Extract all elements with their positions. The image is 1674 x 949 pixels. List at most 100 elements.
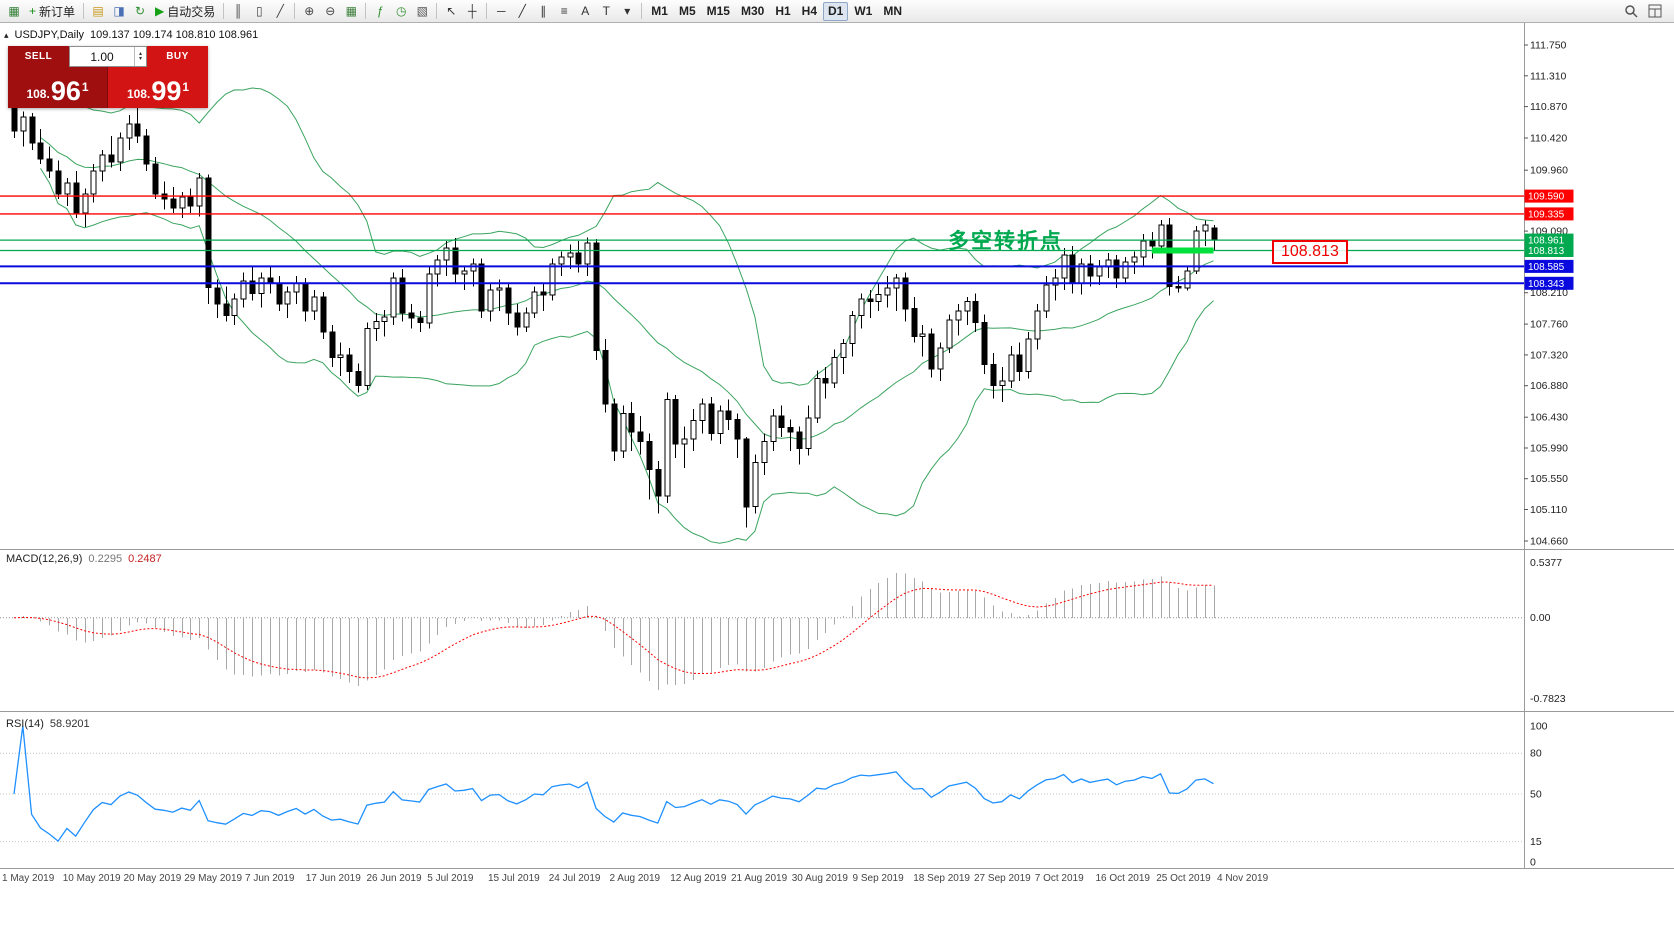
- zoom-in-icon[interactable]: ⊕: [299, 2, 319, 21]
- zoom-out-icon[interactable]: ⊖: [320, 2, 340, 21]
- price-tick-label: 111.310: [1530, 70, 1567, 82]
- price-axis[interactable]: 111.750111.310110.870110.420109.960109.0…: [1524, 23, 1574, 550]
- toolbar-groups: ▦ + 新订单 ▤ ◨ ↻ ▶ 自动交易 ║ ▯ ╱ ⊕ ⊖ ▦ ƒ ◷ ▧ ↖ ┼ ─ ╱ ∥ ≡ A T ▾ M1 M5 M15 M3…: [4, 0, 1620, 22]
- price-tag-label: 108.585: [1528, 262, 1565, 273]
- hline-tool-icon[interactable]: ─: [491, 2, 511, 21]
- price-tick-label: 105.550: [1530, 473, 1568, 485]
- price-tag: [1524, 233, 1574, 247]
- sell-price[interactable]: 108. 96 1: [8, 67, 108, 108]
- toolbar-right: [1620, 2, 1670, 21]
- time-axis-label: 17 Jun 2019: [305, 873, 361, 884]
- profiles-icon[interactable]: ◨: [109, 2, 129, 21]
- fibonacci-tool-icon[interactable]: ≡: [554, 2, 574, 21]
- trendline-tool-icon[interactable]: ╱: [512, 2, 532, 21]
- support-highlight-band[interactable]: [1151, 247, 1214, 254]
- macd-axis-label: -0.7823: [1530, 693, 1566, 705]
- cursor-icon[interactable]: ↖: [441, 2, 461, 21]
- templates-icon: ▧: [416, 4, 428, 18]
- timeframe-m15-button[interactable]: M15: [702, 2, 735, 21]
- chart-window: 111.750 111.310 110.870 110.420 109.960 109.0…: [0, 23, 1674, 949]
- data-window-icon[interactable]: [1644, 2, 1666, 21]
- timeframe-h1-button[interactable]: H1: [770, 2, 795, 21]
- sell-price-prefix: 108.: [26, 87, 50, 101]
- timeframe-m1-button[interactable]: M1: [646, 2, 673, 21]
- timeframe-d1-button[interactable]: D1: [823, 1, 849, 21]
- price-tick-label: 105.110: [1530, 504, 1567, 516]
- templates-icon[interactable]: ▧: [412, 2, 432, 21]
- timeframe-w1-button[interactable]: W1: [849, 2, 877, 21]
- ohlc-values: 109.137 109.174 108.810 108.961: [90, 29, 259, 41]
- time-axis-label: 2 Aug 2019: [609, 873, 661, 884]
- rsi-indicator-panel[interactable]: 100 80 50 15 0: [0, 712, 1674, 869]
- price-tick-label: 110.420: [1530, 133, 1567, 145]
- price-tick-label: 111.750: [1530, 40, 1567, 52]
- chart-window-icon[interactable]: ▤: [88, 2, 108, 21]
- time-axis-label: 9 Sep 2019: [852, 873, 904, 884]
- horizontal-level-lines[interactable]: [0, 195, 1524, 285]
- timeframe-h4-button-label: H4: [801, 4, 817, 18]
- crosshair-icon[interactable]: ┼: [462, 2, 482, 21]
- macd-axis-label: 0.5377: [1530, 557, 1562, 569]
- periods-icon: ◷: [396, 4, 407, 18]
- timeframe-mn-button-label: MN: [883, 4, 903, 18]
- volume-input[interactable]: 1.00 ▴ ▾: [69, 46, 147, 67]
- timeframe-m5-button[interactable]: M5: [674, 2, 701, 21]
- time-axis-label: 1 May 2019: [2, 873, 55, 884]
- trendline-tool-icon: ╱: [518, 4, 526, 18]
- bars-chart-icon[interactable]: ║: [228, 2, 248, 21]
- sell-price-pip: 1: [81, 80, 89, 94]
- toolbar-separator: [641, 3, 643, 19]
- time-axis-label: 24 Jul 2019: [548, 873, 601, 884]
- candles-layer: [11, 103, 1218, 528]
- time-axis-label: 20 May 2019: [123, 873, 182, 884]
- search-icon[interactable]: [1620, 2, 1642, 21]
- app-icon[interactable]: ▦: [4, 2, 24, 21]
- price-callout-box[interactable]: 108.813: [1272, 240, 1348, 264]
- spinner-up-icon[interactable]: ▴: [138, 50, 142, 57]
- timeframe-m30-button-label: M30: [740, 4, 765, 18]
- channel-tool-icon[interactable]: ∥: [533, 2, 553, 21]
- price-tag-label: 109.590: [1528, 192, 1565, 203]
- one-click-trading-panel: SELL 1.00 ▴ ▾ BUY 108. 96 1 108. 99 1: [8, 46, 208, 108]
- sell-button[interactable]: SELL: [8, 46, 69, 67]
- timeframe-m30-button[interactable]: M30: [736, 2, 769, 21]
- main-toolbar: ▦ + 新订单 ▤ ◨ ↻ ▶ 自动交易 ║ ▯ ╱ ⊕ ⊖ ▦ ƒ ◷ ▧ ↖ ┼ ─ ╱ ∥ ≡ A T ▾ M1 M5 M15 M3…: [0, 0, 1674, 23]
- time-axis[interactable]: 1 May 2019 10 May 2019 20 May 2019 29 May 2…: [0, 869, 1674, 893]
- arrow-tools-icon[interactable]: ▾: [617, 2, 637, 21]
- turning-point-annotation[interactable]: 多空转折点: [948, 230, 1063, 253]
- indicators-icon[interactable]: ƒ: [370, 2, 390, 21]
- line-chart-icon: ╱: [276, 4, 284, 18]
- price-tick-label: 109.960: [1530, 165, 1568, 177]
- rsi-axis[interactable]: 100 80 50 15 0: [1524, 712, 1548, 869]
- macd-label: MACD(12,26,9) 0.2295 0.2487: [6, 553, 162, 565]
- refresh-icon[interactable]: ↻: [130, 2, 150, 21]
- time-axis-label: 7 Jun 2019: [245, 873, 295, 884]
- rsi-axis-label: 50: [1530, 789, 1542, 801]
- volume-value: 1.00: [90, 49, 114, 64]
- periods-icon[interactable]: ◷: [391, 2, 411, 21]
- main-price-chart[interactable]: 111.750111.310110.870110.420109.960109.0…: [0, 23, 1674, 550]
- autotrade-icon: ▶: [155, 4, 165, 18]
- timeframe-mn-button[interactable]: MN: [878, 2, 907, 21]
- macd-indicator-panel[interactable]: 0.5377 0.00 -0.7823: [0, 550, 1674, 712]
- toolbar-separator: [436, 3, 438, 19]
- candlestick-chart-icon[interactable]: ▯: [249, 2, 269, 21]
- text-tool-button[interactable]: A: [575, 2, 595, 21]
- new-order-button[interactable]: + 新订单: [25, 2, 79, 21]
- chart-title: ▴ USDJPY,Daily 109.137 109.174 108.810 1…: [4, 29, 258, 41]
- time-axis-label: 12 Aug 2019: [670, 873, 727, 884]
- buy-button[interactable]: BUY: [147, 46, 208, 67]
- timeframe-h4-button[interactable]: H4: [797, 2, 822, 21]
- time-axis-label: 30 Aug 2019: [791, 873, 848, 884]
- toolbar-separator: [486, 3, 488, 19]
- spinner-down-icon[interactable]: ▾: [138, 55, 142, 62]
- buy-price[interactable]: 108. 99 1: [108, 67, 208, 108]
- new-order-button-label: 新订单: [39, 4, 76, 19]
- time-axis-label: 26 Jun 2019: [366, 873, 422, 884]
- tile-windows-icon[interactable]: ▦: [341, 2, 361, 21]
- autotrade-button[interactable]: ▶ 自动交易: [151, 2, 219, 21]
- chart-menu-icon[interactable]: ▴: [4, 29, 9, 40]
- line-chart-icon[interactable]: ╱: [270, 2, 290, 21]
- macd-axis[interactable]: 0.5377 0.00 -0.7823: [1524, 550, 1566, 712]
- label-tool-button[interactable]: T: [596, 2, 616, 21]
